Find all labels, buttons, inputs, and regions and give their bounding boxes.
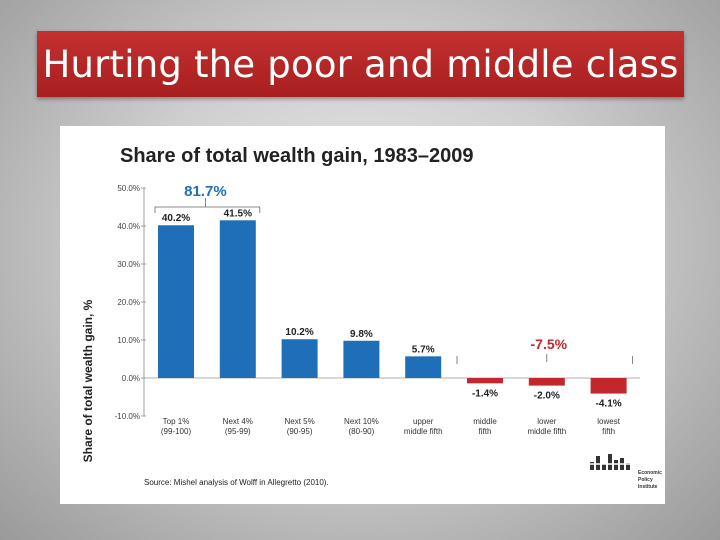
category-label: upper	[413, 417, 434, 426]
bar-value-label: 41.5%	[224, 208, 252, 219]
y-tick-label: 0.0%	[122, 374, 140, 383]
category-label: (90-95)	[287, 427, 313, 436]
logo-bar	[608, 454, 612, 470]
bar-value-label: 40.2%	[162, 213, 190, 224]
y-axis-label: Share of total wealth gain, %	[81, 299, 95, 462]
bottom-group-total: -7.5%	[531, 336, 568, 352]
bar	[405, 356, 442, 378]
category-label: lower	[537, 417, 556, 426]
bar-value-label: 9.8%	[350, 329, 373, 340]
logo-text: Economic	[638, 470, 662, 476]
category-label: (95-99)	[225, 427, 251, 436]
logo-bar	[614, 460, 618, 470]
bar-value-label: 5.7%	[412, 344, 435, 355]
logo-bar	[596, 456, 600, 470]
category-label: (80-90)	[349, 427, 375, 436]
category-label: Next 5%	[284, 417, 314, 426]
y-tick-label: 20.0%	[117, 298, 140, 307]
bar-value-label: -2.0%	[534, 391, 560, 402]
bar-value-label: -1.4%	[472, 388, 498, 399]
logo-bar	[626, 463, 630, 470]
bar	[467, 378, 503, 384]
y-tick-label: 40.0%	[117, 222, 140, 231]
y-tick-label: -10.0%	[115, 412, 140, 421]
bar	[281, 339, 318, 378]
wealth-gain-bar-chart: Share of total wealth gain, 1983–2009 Sh…	[81, 145, 662, 490]
bottom-group-bracket	[456, 356, 633, 364]
category-label: fifth	[479, 427, 492, 436]
category-label: Top 1%	[163, 417, 190, 426]
category-label: middle fifth	[404, 427, 443, 436]
category-label: middle	[473, 417, 497, 426]
top-group-bracket	[154, 206, 261, 213]
category-label: fifth	[602, 427, 615, 436]
bar	[158, 225, 194, 378]
category-label: Next 10%	[344, 417, 379, 426]
y-tick-label: 30.0%	[117, 260, 140, 269]
logo-bar	[602, 464, 606, 470]
chart-panel: Share of total wealth gain, 1983–2009 Sh…	[60, 126, 665, 504]
slide-title: Hurting the poor and middle class	[42, 42, 679, 86]
bar	[590, 378, 627, 394]
y-tick-label: 50.0%	[117, 184, 140, 193]
logo-text: Policy	[638, 477, 653, 483]
bar-value-label: 10.2%	[285, 327, 313, 338]
category-label: (99-100)	[161, 427, 192, 436]
logo-text: Institute	[638, 484, 658, 490]
bar	[219, 220, 256, 378]
logo-bar	[590, 462, 594, 470]
source-note: Source: Mishel analysis of Wolff in Alle…	[144, 478, 329, 487]
y-tick-label: 10.0%	[117, 336, 140, 345]
top-group-total: 81.7%	[184, 183, 227, 200]
chart-title: Share of total wealth gain, 1983–2009	[120, 145, 473, 167]
bar	[528, 378, 565, 386]
category-label: middle fifth	[527, 427, 566, 436]
category-label: Next 4%	[223, 417, 253, 426]
title-banner: Hurting the poor and middle class	[37, 31, 684, 97]
category-label: lowest	[597, 417, 620, 426]
bar-value-label: -4.1%	[596, 399, 622, 410]
bar	[343, 340, 380, 378]
